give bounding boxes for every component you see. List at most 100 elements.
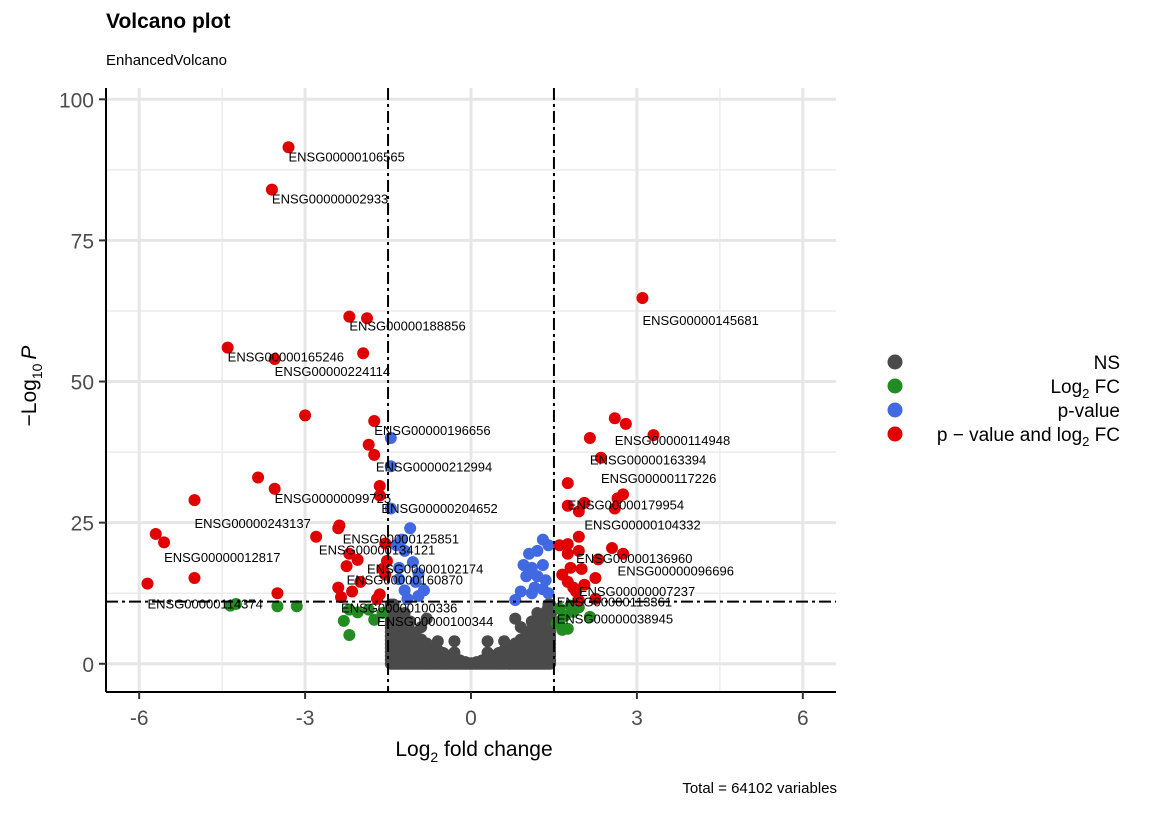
point-pvalue-log2fc: [362, 438, 375, 451]
point-pvalue: [525, 561, 538, 574]
point-label: ENSG00000002933: [272, 192, 388, 207]
point-label: ENSG00000212994: [376, 460, 492, 475]
point-pvalue: [395, 533, 408, 546]
point-pvalue-log2fc: [335, 591, 348, 604]
point-pvalue: [523, 547, 536, 560]
point-pvalue-log2fc: [265, 183, 278, 196]
labels-layer: ENSG00000106565 ENSG00000002933 ENSG000001…: [147, 149, 758, 629]
point-pvalue-log2fc: [282, 141, 295, 154]
point-pvalue-log2fc: [561, 547, 574, 560]
x-tick-label: 6: [797, 707, 809, 730]
point-label: ENSG00000113361: [557, 595, 672, 610]
point-label: ENSG00000196656: [374, 423, 490, 438]
point-label: ENSG00000160870: [347, 573, 463, 588]
legend-label-part: FC: [1089, 377, 1120, 398]
point-pvalue-log2fc: [636, 291, 649, 304]
y-axis-title: −Log10 P: [18, 346, 45, 427]
legend-label-part: p-value: [1058, 401, 1120, 422]
point-pvalue-log2fc: [361, 312, 374, 325]
point-label: ENSG00000114948: [615, 433, 730, 448]
point-ns: [514, 621, 527, 634]
point-pvalue-log2fc: [158, 536, 171, 549]
point-log2fc: [368, 613, 381, 626]
point-pvalue-log2fc: [299, 409, 312, 422]
point-pvalue-log2fc: [221, 341, 234, 354]
point-label: ENSG00000038945: [557, 612, 673, 627]
point-pvalue-log2fc: [351, 553, 364, 566]
point-pvalue-log2fc: [332, 581, 345, 594]
point-label: ENSG00000125851: [343, 531, 459, 546]
point-ns: [509, 612, 522, 625]
y-tick-label: 0: [82, 654, 94, 677]
point-pvalue-log2fc: [570, 585, 583, 598]
point-pvalue-log2fc: [141, 577, 154, 590]
point-pvalue-log2fc: [188, 494, 201, 507]
point-pvalue-log2fc: [268, 482, 281, 495]
x-axis-title-main: Log: [395, 738, 430, 761]
point-label: ENSG00000114374: [147, 596, 262, 611]
point-pvalue-log2fc: [578, 578, 591, 591]
point-pvalue: [514, 585, 527, 598]
point-pvalue: [542, 539, 555, 552]
legend-label-part: 2: [1082, 434, 1089, 449]
x-axis-title: Log2 fold change: [395, 738, 552, 765]
point-label: ENSG00000102174: [367, 561, 483, 576]
point-pvalue-log2fc: [354, 575, 367, 588]
point-ns: [420, 612, 433, 625]
y-axis-title-var: P: [18, 346, 41, 360]
point-label: ENSG00000012817: [164, 550, 280, 565]
point-pvalue-log2fc: [343, 310, 356, 323]
point-pvalue-log2fc: [572, 544, 585, 557]
point-label: ENSG00000243137: [194, 516, 310, 531]
point-pvalue-log2fc: [578, 496, 591, 509]
point-log2fc: [583, 610, 596, 623]
point-log2fc: [376, 606, 389, 619]
point-label: ENSG00000100344: [377, 614, 493, 629]
legend-label: Log2 FC: [1050, 377, 1120, 401]
point-pvalue-log2fc: [611, 492, 624, 505]
point-label: ENSG00000106565: [289, 149, 405, 164]
point-log2fc: [362, 603, 375, 616]
point-pvalue-log2fc: [572, 505, 585, 518]
point-pvalue: [536, 558, 549, 571]
point-label: ENSG00000099725: [275, 491, 391, 506]
point-label: ENSG00000136960: [576, 551, 692, 566]
legend-label-part: Log: [1050, 377, 1082, 398]
point-pvalue-log2fc: [575, 562, 588, 575]
legend-key-fc: [887, 378, 903, 394]
point-pvalue-log2fc: [592, 553, 605, 566]
point-pvalue-log2fc: [149, 527, 162, 540]
point-pvalue-log2fc: [564, 561, 577, 574]
point-label: ENSG00000224114: [275, 364, 390, 379]
point-pvalue-log2fc: [188, 571, 201, 584]
point-pvalue-log2fc: [368, 415, 381, 428]
chart-caption: Total = 64102 variables: [682, 780, 837, 797]
x-axis-title-sub: 2: [430, 749, 438, 765]
point-pvalue: [398, 544, 411, 557]
point-ns: [481, 635, 494, 648]
legend-label-part: FC: [1089, 425, 1120, 446]
point-pvalue-log2fc: [594, 451, 607, 464]
point-label: ENSG00000204652: [381, 501, 497, 516]
point-pvalue-log2fc: [606, 542, 619, 555]
point-pvalue-log2fc: [252, 471, 265, 484]
point-label: ENSG00000179954: [568, 498, 684, 513]
legend-label: p-value: [1058, 401, 1120, 422]
point-label: ENSG00000145681: [642, 313, 758, 328]
x-tick-label: 0: [465, 707, 477, 730]
point-pvalue-log2fc: [271, 587, 284, 600]
point-pvalue-log2fc: [583, 431, 596, 444]
legend-key-fc-p: [887, 426, 903, 442]
x-tick-label: 3: [631, 707, 643, 730]
point-log2fc: [553, 602, 566, 615]
point-pvalue-log2fc: [340, 560, 353, 573]
legend-key-p: [887, 402, 903, 418]
x-tick-label: -3: [296, 707, 315, 730]
legend-label-part: NS: [1094, 353, 1120, 374]
point-label: ENSG00000165246: [228, 350, 344, 365]
point-log2fc: [290, 600, 303, 613]
point-pvalue: [520, 570, 533, 583]
x-tick-label: -6: [130, 707, 149, 730]
